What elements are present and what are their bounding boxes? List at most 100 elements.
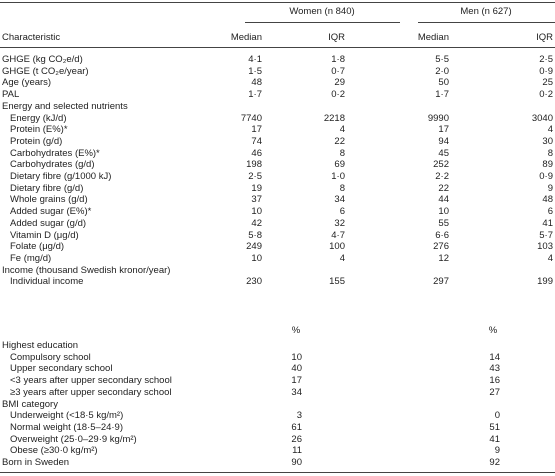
cell: 89 bbox=[542, 159, 553, 171]
row-label: Folate (μg/d) bbox=[10, 241, 65, 253]
cell: 37 bbox=[251, 194, 262, 206]
cell: 61 bbox=[291, 421, 302, 433]
cell: 25 bbox=[542, 77, 553, 89]
top-rule bbox=[0, 2, 555, 3]
column-header: IQR bbox=[328, 32, 345, 43]
cell: 4 bbox=[339, 124, 345, 136]
row-label: Fe (mg/d) bbox=[10, 252, 52, 264]
row-label: Obese (≥30·0 kg/m²) bbox=[10, 445, 98, 457]
cell: 1·8 bbox=[331, 54, 345, 65]
cell: 40 bbox=[291, 363, 302, 375]
cell: 1·0 bbox=[331, 171, 345, 182]
cell: 34 bbox=[334, 194, 345, 206]
header-rule bbox=[0, 47, 555, 48]
row-label: Added sugar (g/d) bbox=[10, 217, 87, 229]
cell: 42 bbox=[251, 217, 262, 229]
cell: 2·2 bbox=[435, 171, 449, 182]
row-label: Protein (g/d) bbox=[10, 135, 63, 147]
cell: 5·5 bbox=[435, 54, 449, 65]
cell: 41 bbox=[542, 217, 553, 229]
percent-header: % bbox=[291, 325, 301, 336]
cell: 27 bbox=[489, 386, 500, 398]
row-label: Carbohydrates (E%)* bbox=[10, 147, 100, 159]
cell: 155 bbox=[329, 276, 345, 288]
cell: 100 bbox=[329, 241, 345, 253]
cell: 249 bbox=[246, 241, 262, 253]
row-label: Protein (E%)* bbox=[10, 124, 68, 136]
row-label: Underweight (<18·5 kg/m²) bbox=[10, 410, 124, 422]
cell: 17 bbox=[438, 124, 449, 136]
row-label: Normal weight (18·5–24·9) bbox=[10, 421, 123, 433]
row-label: Individual income bbox=[10, 276, 84, 288]
cell: 69 bbox=[334, 159, 345, 171]
cell: 0·9 bbox=[539, 171, 553, 182]
section-label: Income (thousand Swedish kronor/year) bbox=[2, 264, 171, 276]
cell: 3040 bbox=[531, 112, 553, 124]
cell: 30 bbox=[542, 135, 553, 147]
cell: 7740 bbox=[240, 112, 262, 124]
row-label: Upper secondary school bbox=[10, 363, 113, 375]
cell: 6 bbox=[339, 206, 345, 218]
section-label: BMI category bbox=[2, 398, 58, 410]
cell: 32 bbox=[334, 217, 345, 229]
cell: 29 bbox=[334, 77, 345, 89]
cell: 4·1 bbox=[248, 54, 262, 65]
row-label: Dietary fibre (g/1000 kJ) bbox=[10, 171, 112, 182]
cell: 22 bbox=[438, 182, 449, 194]
cell: 3 bbox=[296, 410, 302, 422]
cell: 4·7 bbox=[331, 229, 345, 241]
group-rule bbox=[418, 22, 555, 23]
row-label: Overweight (25·0–29·9 kg/m²) bbox=[10, 433, 137, 445]
percent-header: % bbox=[488, 325, 498, 336]
row-label: GHGE (t CO₂e/year) bbox=[2, 65, 89, 77]
cell: 46 bbox=[251, 147, 262, 159]
cell: 19 bbox=[251, 182, 262, 194]
cell: 103 bbox=[537, 241, 553, 253]
row-label: Vitamin D (μg/d) bbox=[10, 229, 79, 241]
cell: 10 bbox=[251, 252, 262, 264]
row-label: Added sugar (E%)* bbox=[10, 206, 92, 218]
cell: 9990 bbox=[427, 112, 449, 124]
group-header: Women (n 840) bbox=[289, 6, 355, 17]
column-header: Characteristic bbox=[2, 32, 61, 43]
row-label: PAL bbox=[2, 89, 20, 101]
row-label: Energy (kJ/d) bbox=[10, 112, 67, 124]
cell: 6·6 bbox=[435, 229, 449, 241]
row-label: ≥3 years after upper secondary school bbox=[10, 386, 172, 398]
row-label: GHGE (kg CO₂e/d) bbox=[2, 54, 83, 65]
cell: 230 bbox=[246, 276, 262, 288]
row-label: Age (years) bbox=[2, 77, 52, 89]
cell: 1·5 bbox=[248, 65, 262, 77]
cell: 1·7 bbox=[248, 89, 262, 101]
row-label: Carbohydrates (g/d) bbox=[10, 159, 95, 171]
cell: 48 bbox=[251, 77, 262, 89]
cell: 0 bbox=[494, 410, 500, 422]
cell: 198 bbox=[246, 159, 262, 171]
section-label: Energy and selected nutrients bbox=[2, 100, 128, 112]
cell: 45 bbox=[438, 147, 449, 159]
cell: 4 bbox=[547, 124, 553, 136]
cell: 74 bbox=[251, 135, 262, 147]
cell: 0·7 bbox=[331, 65, 345, 77]
cell: 2·5 bbox=[539, 54, 553, 65]
row-label: Whole grains (g/d) bbox=[10, 194, 88, 206]
cell: 51 bbox=[489, 421, 500, 433]
cell: 5·8 bbox=[248, 229, 262, 241]
cell: 17 bbox=[291, 375, 302, 387]
cell: 41 bbox=[489, 433, 500, 445]
cell: 94 bbox=[438, 135, 449, 147]
group-header: Men (n 627) bbox=[460, 6, 512, 17]
bottom-rule bbox=[0, 472, 555, 473]
cell: 9 bbox=[494, 445, 500, 457]
cell: 10 bbox=[291, 351, 302, 363]
cell: 5·7 bbox=[539, 229, 553, 241]
cell: 8 bbox=[339, 147, 345, 159]
cell: 50 bbox=[438, 77, 449, 89]
cell: 44 bbox=[438, 194, 449, 206]
column-header: Median bbox=[230, 32, 262, 43]
cell: 1·7 bbox=[435, 89, 449, 101]
cell: 34 bbox=[291, 386, 302, 398]
column-header: IQR bbox=[536, 32, 553, 43]
cell: 0·2 bbox=[331, 89, 345, 101]
